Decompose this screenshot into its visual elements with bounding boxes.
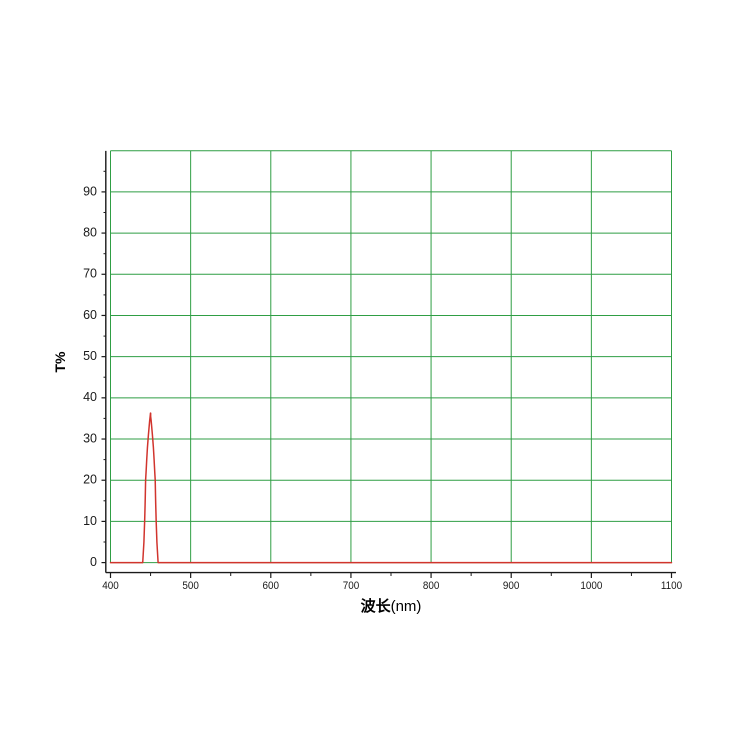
svg-text:T%: T% <box>52 351 68 373</box>
svg-text:400: 400 <box>102 581 119 593</box>
svg-text:30: 30 <box>83 431 97 445</box>
svg-text:900: 900 <box>503 581 520 593</box>
svg-text:1100: 1100 <box>661 581 682 593</box>
svg-text:波长(nm): 波长(nm) <box>361 597 422 615</box>
svg-text:90: 90 <box>83 184 97 198</box>
svg-text:70: 70 <box>83 267 97 281</box>
svg-text:40: 40 <box>83 390 97 404</box>
svg-text:80: 80 <box>83 226 97 240</box>
svg-text:10: 10 <box>83 514 97 528</box>
svg-text:500: 500 <box>182 581 199 593</box>
svg-text:20: 20 <box>83 473 97 487</box>
svg-text:800: 800 <box>423 581 440 593</box>
svg-text:50: 50 <box>83 349 97 363</box>
svg-text:60: 60 <box>83 308 97 322</box>
svg-text:1000: 1000 <box>580 581 602 593</box>
svg-text:600: 600 <box>263 581 280 593</box>
svg-text:0: 0 <box>90 555 97 569</box>
svg-text:700: 700 <box>343 581 360 593</box>
